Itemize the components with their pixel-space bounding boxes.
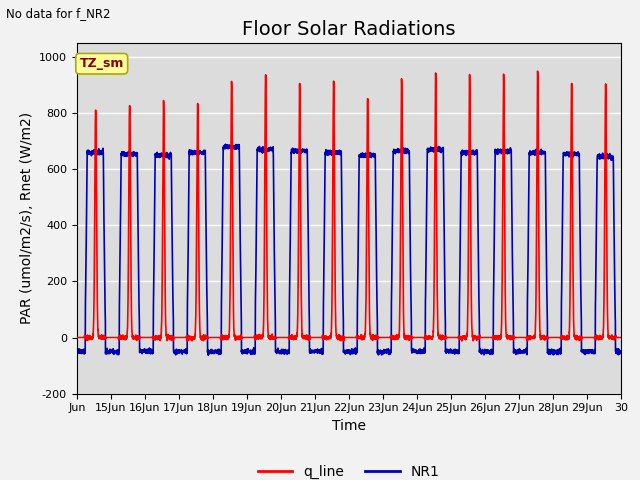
Y-axis label: PAR (umol/m2/s), Rnet (W/m2): PAR (umol/m2/s), Rnet (W/m2) — [20, 112, 33, 324]
Legend: q_line, NR1: q_line, NR1 — [252, 459, 445, 480]
Title: Floor Solar Radiations: Floor Solar Radiations — [242, 20, 456, 39]
X-axis label: Time: Time — [332, 419, 366, 433]
Text: TZ_sm: TZ_sm — [79, 57, 124, 70]
Text: No data for f_NR2: No data for f_NR2 — [6, 7, 111, 20]
